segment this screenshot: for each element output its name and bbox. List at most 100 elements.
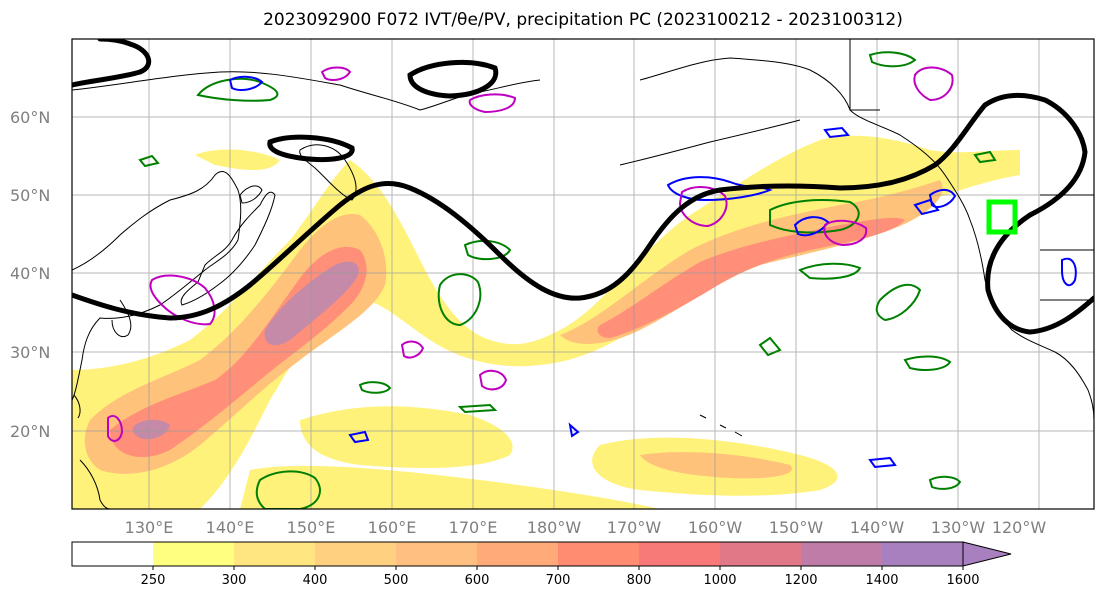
magenta-contour-3 [823, 219, 868, 247]
magenta-contour-6 [913, 66, 954, 102]
blue-contour-3 [228, 75, 264, 91]
border-na-1 [849, 39, 1094, 301]
theta-closed-2 [267, 134, 355, 163]
blue-contour-10 [1061, 257, 1077, 287]
pv-contour-3 [437, 273, 482, 327]
colorbar-tick-label: 1200 [784, 573, 817, 588]
colorbar-tick-label: 1400 [865, 573, 898, 588]
magenta-contours [107, 66, 954, 442]
magenta-contour-5 [478, 369, 508, 391]
coast-hawaii [699, 414, 743, 437]
lat-labels: 60°N 50°N 40°N 30°N 20°N [10, 108, 50, 441]
lon-label-120w: 120°W [992, 518, 1047, 537]
colorbar-tick-label: 700 [546, 573, 571, 588]
ivt-high-east [597, 217, 905, 338]
lat-label-50: 50°N [10, 186, 50, 205]
colorbar-swatch [396, 542, 478, 566]
blue-contour-9 [823, 126, 850, 139]
pv-contour-5 [798, 262, 862, 280]
colorbar-swatch [639, 542, 721, 566]
colorbar-swatch [72, 542, 154, 566]
lon-label-180w: 180°W [527, 518, 582, 537]
colorbar-swatch [558, 542, 640, 566]
coast-japan [180, 191, 276, 306]
blue-contour-5 [928, 188, 957, 208]
blue-contour-2 [793, 216, 830, 237]
colorbar-swatch [315, 542, 397, 566]
pv-contour-13 [973, 150, 997, 164]
plot-frame [71, 38, 1095, 510]
lon-label-170w: 170°W [607, 518, 662, 537]
pv-contour-4 [769, 199, 860, 234]
highlight-box [986, 199, 1018, 235]
colorbar-swatch [234, 542, 316, 566]
colorbar-tick-label: 1600 [946, 573, 979, 588]
blue-contour-4 [913, 198, 940, 216]
colorbar-tick-label: 1000 [703, 573, 736, 588]
lon-label-160w: 160°W [688, 518, 743, 537]
coast-na-west [969, 219, 1094, 421]
pv-contour-11 [457, 403, 498, 414]
ivt-max-west [264, 261, 359, 346]
pv-contour-15 [928, 475, 962, 490]
magenta-contour-8 [320, 66, 352, 81]
lon-labels: 130°E 140°E 150°E 160°E 170°E 180°W 170°… [125, 518, 1047, 537]
blue-contour-6 [568, 422, 580, 438]
colorbar-tick-label: 800 [627, 573, 652, 588]
colorbar-swatch [720, 542, 802, 566]
gridlines [72, 39, 1094, 509]
colorbar: 250 300 400 500 600 700 800 1000 1200 1400 1600 [71, 541, 1012, 588]
pv-contours [138, 51, 997, 509]
colorbar-tick-label: 400 [303, 573, 328, 588]
lat-label-60: 60°N [10, 108, 50, 127]
lon-label-130w: 130°W [931, 518, 986, 537]
magenta-contour-4 [400, 340, 425, 359]
coastlines [72, 39, 1094, 509]
plot-area [72, 39, 1094, 509]
colorbar-swatch [882, 542, 964, 566]
blue-contours [228, 75, 1077, 469]
ivt-max-sw [132, 419, 170, 440]
ivt-band-north [195, 149, 280, 170]
lon-label-140w: 140°W [850, 518, 905, 537]
theta-contours [72, 39, 1094, 335]
coast-taiwan [73, 394, 81, 419]
magenta-contour-7 [468, 93, 517, 114]
lon-label-150w: 150°W [769, 518, 824, 537]
lat-label-40: 40°N [10, 264, 50, 283]
pv-contour-9 [903, 355, 952, 371]
map-title: 2023092900 F072 IVT/θe/PV, precipitation… [263, 10, 903, 30]
magenta-contour-9 [107, 414, 124, 442]
lon-label-130e: 130°E [125, 518, 174, 537]
colorbar-swatch [153, 542, 235, 566]
ivt-band-south2 [240, 465, 660, 509]
lon-label-150e: 150°E [287, 518, 336, 537]
lon-label-170e: 170°E [449, 518, 498, 537]
magenta-contour-2 [678, 186, 728, 228]
pv-contour-7 [758, 336, 782, 357]
lat-label-20: 20°N [10, 422, 50, 441]
coast-hokkaido [239, 185, 263, 204]
pv-contour-1 [196, 77, 279, 102]
colorbar-tick-label: 250 [141, 573, 166, 588]
lon-label-160e: 160°E [368, 518, 417, 537]
colorbar-extend-arrow [962, 541, 1012, 567]
blue-contour-7 [348, 430, 370, 444]
pv-contour-12 [868, 51, 917, 68]
blue-contour-8 [868, 456, 897, 469]
pv-contour-8 [255, 470, 321, 509]
ivt-band-south [300, 406, 513, 468]
colorbar-frame [71, 541, 964, 567]
pv-contour-6 [875, 283, 922, 322]
lon-label-140e: 140°E [206, 518, 255, 537]
pv-contour-10 [358, 381, 392, 394]
colorbar-tick-label: 300 [222, 573, 247, 588]
colorbar-swatch [477, 542, 559, 566]
theta-nw [72, 39, 152, 88]
ivt-mid-se [640, 452, 792, 479]
magenta-contour-1 [149, 274, 216, 326]
coast-alaska [639, 57, 971, 221]
pv-contour-2 [463, 239, 512, 261]
coast-kamchatka [299, 144, 357, 201]
